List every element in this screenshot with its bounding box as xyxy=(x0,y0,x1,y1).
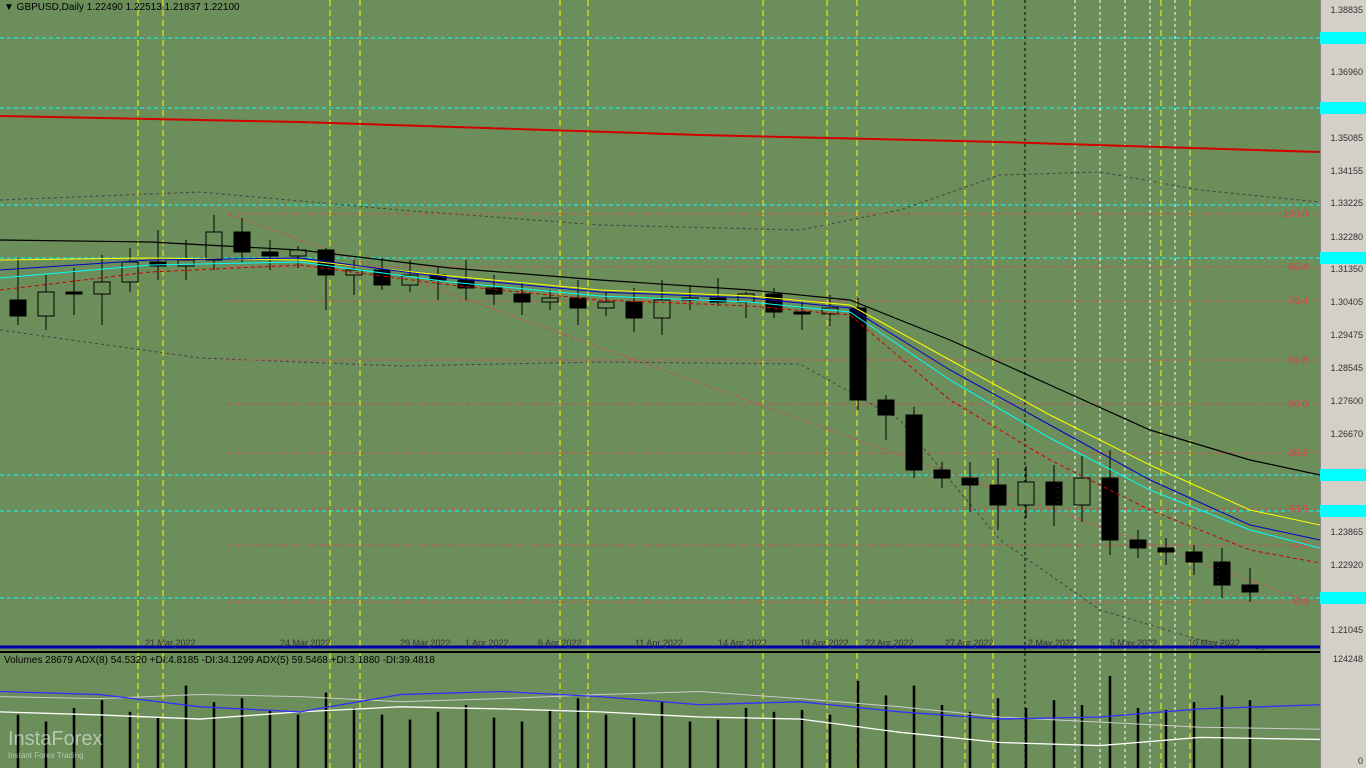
price-label: 1.34155 xyxy=(1330,166,1363,176)
level-marker xyxy=(1320,592,1366,604)
watermark-sub: Instant Forex Trading xyxy=(8,751,102,760)
date-label: 21 Mar 2022 xyxy=(145,638,196,648)
main-svg: 100.0 85.4 76.4 61.8 50.0 38.2 23.6 14.6 0.0 xyxy=(0,0,1320,650)
level-marker xyxy=(1320,469,1366,481)
level-marker xyxy=(1320,102,1366,114)
level-marker xyxy=(1320,32,1366,44)
indicator-title: Volumes 28679 ADX(8) 54.5320 +DI:4.8185 … xyxy=(4,655,435,666)
svg-text:38.2: 38.2 xyxy=(1289,448,1309,459)
level-marker xyxy=(1320,252,1366,264)
date-label: 10 May 2022 xyxy=(1188,638,1240,648)
date-label: 27 Apr 2022 xyxy=(945,638,994,648)
price-label: 1.27600 xyxy=(1330,396,1363,406)
date-label: 11 Apr 2022 xyxy=(635,638,683,648)
date-label: 1 Apr 2022 xyxy=(465,638,509,648)
chart-container: 100.0 85.4 76.4 61.8 50.0 38.2 23.6 14.6 0.0 ▼ G… xyxy=(0,0,1366,768)
indicator-svg xyxy=(0,653,1320,768)
date-label: 29 Mar 2022 xyxy=(400,638,451,648)
indicator-top-label: 124248 xyxy=(1333,654,1363,664)
svg-text:61.8: 61.8 xyxy=(1289,355,1309,366)
price-label: 1.30405 xyxy=(1330,297,1363,307)
watermark: InstaForex Instant Forex Trading xyxy=(8,728,102,760)
price-label: 1.28545 xyxy=(1330,363,1363,373)
chart-title: ▼ GBPUSD,Daily 1.22490 1.22513 1.21837 1… xyxy=(4,2,240,13)
svg-text:23.6: 23.6 xyxy=(1289,504,1309,515)
svg-text:50.0: 50.0 xyxy=(1289,399,1309,410)
date-label: 6 Apr 2022 xyxy=(538,638,582,648)
indicator-bot-label: 0 xyxy=(1358,756,1363,766)
price-label: 1.29475 xyxy=(1330,330,1363,340)
price-label: 1.36960 xyxy=(1330,67,1363,77)
date-label: 5 May 2022 xyxy=(1110,638,1157,648)
price-label: 1.22920 xyxy=(1330,560,1363,570)
svg-text:100.0: 100.0 xyxy=(1283,209,1308,220)
svg-text:85.4: 85.4 xyxy=(1289,262,1309,273)
date-label: 19 Apr 2022 xyxy=(800,638,849,648)
svg-text:0.0: 0.0 xyxy=(1294,597,1308,608)
watermark-main: InstaForex xyxy=(8,728,102,751)
price-label: 1.33225 xyxy=(1330,198,1363,208)
date-label: 2 May 2022 xyxy=(1028,638,1075,648)
date-label: 14 Apr 2022 xyxy=(718,638,767,648)
indicator-chart[interactable]: Volumes 28679 ADX(8) 54.5320 +DI:4.8185 … xyxy=(0,651,1320,768)
price-label: 1.32280 xyxy=(1330,232,1363,242)
price-axis: 1.38835 1.36960 1.35085 1.34155 1.33225 1.322… xyxy=(1320,0,1366,768)
price-label: 1.23865 xyxy=(1330,527,1363,537)
price-label: 1.35085 xyxy=(1330,133,1363,143)
main-chart[interactable]: 100.0 85.4 76.4 61.8 50.0 38.2 23.6 14.6 0.0 ▼ G… xyxy=(0,0,1320,650)
price-label: 1.31350 xyxy=(1330,264,1363,274)
svg-text:14.6: 14.6 xyxy=(1289,540,1309,551)
date-label: 22 Apr 2022 xyxy=(865,638,914,648)
date-label: 24 Mar 2022 xyxy=(280,638,331,648)
price-label: 1.21045 xyxy=(1330,625,1363,635)
level-marker xyxy=(1320,505,1366,517)
svg-text:76.4: 76.4 xyxy=(1289,296,1309,307)
price-label: 1.38835 xyxy=(1330,5,1363,15)
price-label: 1.26670 xyxy=(1330,429,1363,439)
